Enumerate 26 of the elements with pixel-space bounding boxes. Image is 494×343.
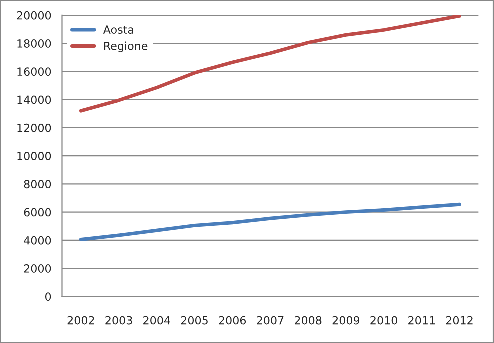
y-tick-label: 14000: [18, 96, 52, 104]
line-series: [79, 15, 462, 113]
y-tick-label: 0: [45, 292, 52, 302]
y-tick-label: 4000: [24, 236, 52, 245]
y-tick-label: 16000: [18, 68, 52, 76]
x-tick-label: 2008: [295, 316, 322, 325]
x-tick-label: 2009: [332, 316, 360, 325]
x-tick-label: 2012: [446, 316, 473, 325]
y-tick-label: 10000: [18, 152, 52, 160]
y-tick-label: 20000: [17, 11, 52, 20]
line-series: [79, 202, 462, 242]
y-tick-label: 8000: [24, 180, 52, 189]
y-tick-label: 6000: [24, 208, 52, 217]
legend-label: Aosta: [103, 26, 134, 34]
legend-label: Regione: [104, 42, 148, 52]
y-tick-label: 18000: [18, 40, 52, 48]
x-tick-label: 2011: [408, 316, 436, 325]
x-tick-label: 2007: [257, 316, 284, 325]
y-tick-label: 12000: [18, 124, 52, 132]
x-tick-label: 2006: [219, 316, 246, 325]
x-tick-label: 2003: [106, 316, 132, 325]
x-tick-label: 2004: [144, 316, 170, 325]
y-tick-label: 2000: [24, 264, 52, 273]
x-tick-label: 2010: [370, 316, 398, 325]
x-tick-label: 2002: [68, 316, 94, 325]
x-tick-label: 2005: [181, 316, 208, 325]
